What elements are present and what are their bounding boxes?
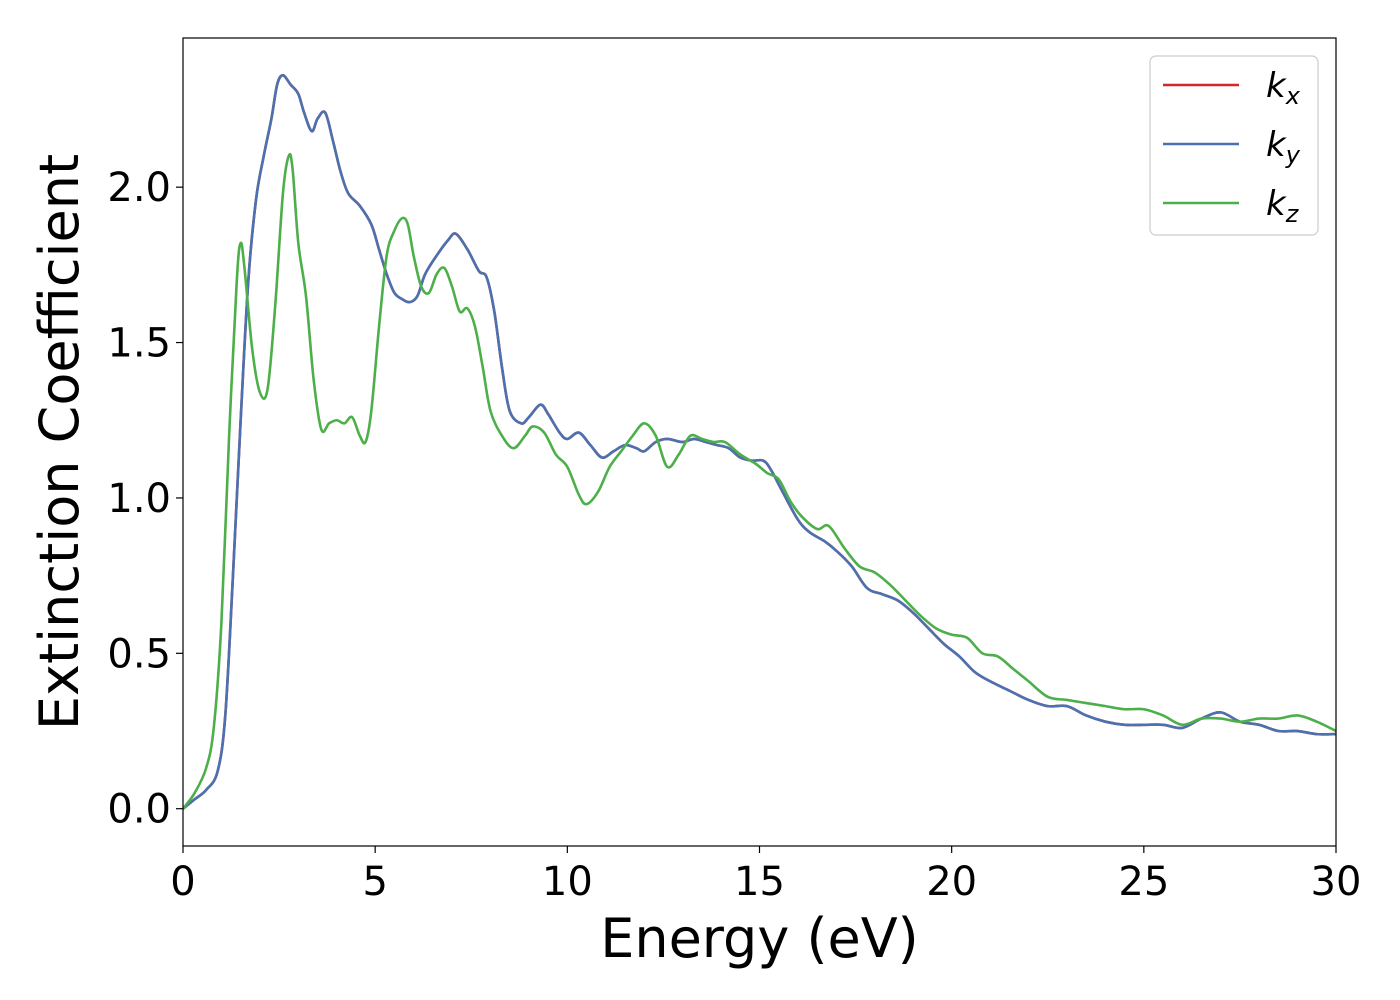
x-tick-label: 20 xyxy=(926,859,977,905)
y-axis-title: Extinction Coefficient xyxy=(28,154,91,730)
y-axis: 0.0 0.5 1.0 1.5 2.0 xyxy=(107,165,183,833)
x-axis: 0 5 10 15 20 25 30 xyxy=(170,846,1361,905)
y-tick-label: 1.5 xyxy=(107,321,171,367)
y-tick-label: 0.5 xyxy=(107,631,171,677)
x-tick-label: 15 xyxy=(734,859,785,905)
legend-label-kx: kx xyxy=(1266,66,1301,110)
series-layer xyxy=(183,73,1336,811)
x-tick-label: 0 xyxy=(170,859,195,905)
legend-label-kz: kz xyxy=(1266,184,1300,228)
x-tick-label: 5 xyxy=(362,859,387,905)
legend: kx ky kz xyxy=(1149,55,1319,236)
series-line-ky xyxy=(183,73,1336,811)
x-tick-label: 30 xyxy=(1311,859,1362,905)
y-tick-label: 1.0 xyxy=(107,476,171,522)
y-tick-label: 2.0 xyxy=(107,165,171,211)
legend-label-ky: ky xyxy=(1266,125,1301,169)
x-axis-title: Energy (eV) xyxy=(600,907,919,970)
x-tick-label: 10 xyxy=(542,859,593,905)
legend-box xyxy=(1149,55,1319,236)
series-line-kz xyxy=(183,152,1336,811)
y-tick-label: 0.0 xyxy=(107,787,171,833)
x-tick-label: 25 xyxy=(1118,859,1169,905)
